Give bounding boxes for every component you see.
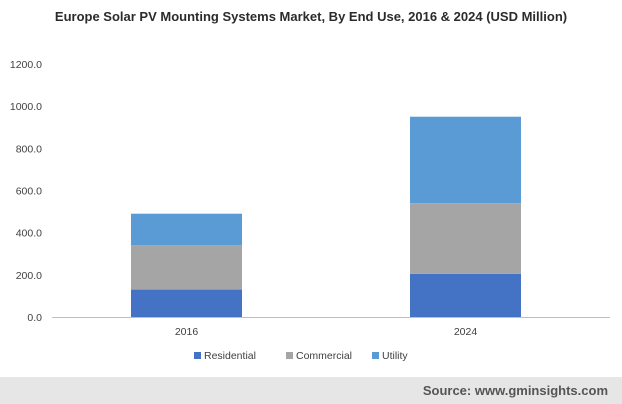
legend-swatch-commercial [286,352,293,359]
y-tick-label: 600.0 [16,186,42,198]
legend-swatch-utility [372,352,379,359]
bar-commercial-2024 [410,203,521,274]
bar-commercial-2016 [131,245,242,290]
source-text: Source: www.gminsights.com [422,383,608,398]
legend: Residential Commercial Utility [194,350,408,362]
y-tick-label: 1000.0 [10,101,42,113]
y-tick-label: 1200.0 [10,59,42,71]
stacked-bar-chart: 0.0 200.0 400.0 600.0 800.0 1000.0 1200.0 2016… [10,59,610,362]
bar-utility-2024 [410,116,521,204]
x-tick-label: 2016 [175,326,199,338]
source-footer: Source: www.gminsights.com [0,377,622,404]
y-axis-ticks: 0.0 200.0 400.0 600.0 800.0 1000.0 1200.0 [10,59,42,324]
x-tick-label: 2024 [454,326,478,338]
legend-label-commercial: Commercial [296,350,352,362]
bar-residential-2024 [410,273,521,317]
bar-residential-2016 [131,289,242,317]
y-tick-label: 0.0 [27,312,42,324]
legend-swatch-residential [194,352,201,359]
x-axis-labels: 2016 2024 [175,326,478,338]
chart-title: Europe Solar PV Mounting Systems Market,… [54,9,568,24]
y-tick-label: 400.0 [16,228,42,240]
y-tick-label: 800.0 [16,143,42,155]
bar-utility-2016 [131,213,242,246]
y-tick-label: 200.0 [16,270,42,282]
legend-label-residential: Residential [204,350,256,362]
bar-group [131,116,521,317]
legend-label-utility: Utility [382,350,408,362]
